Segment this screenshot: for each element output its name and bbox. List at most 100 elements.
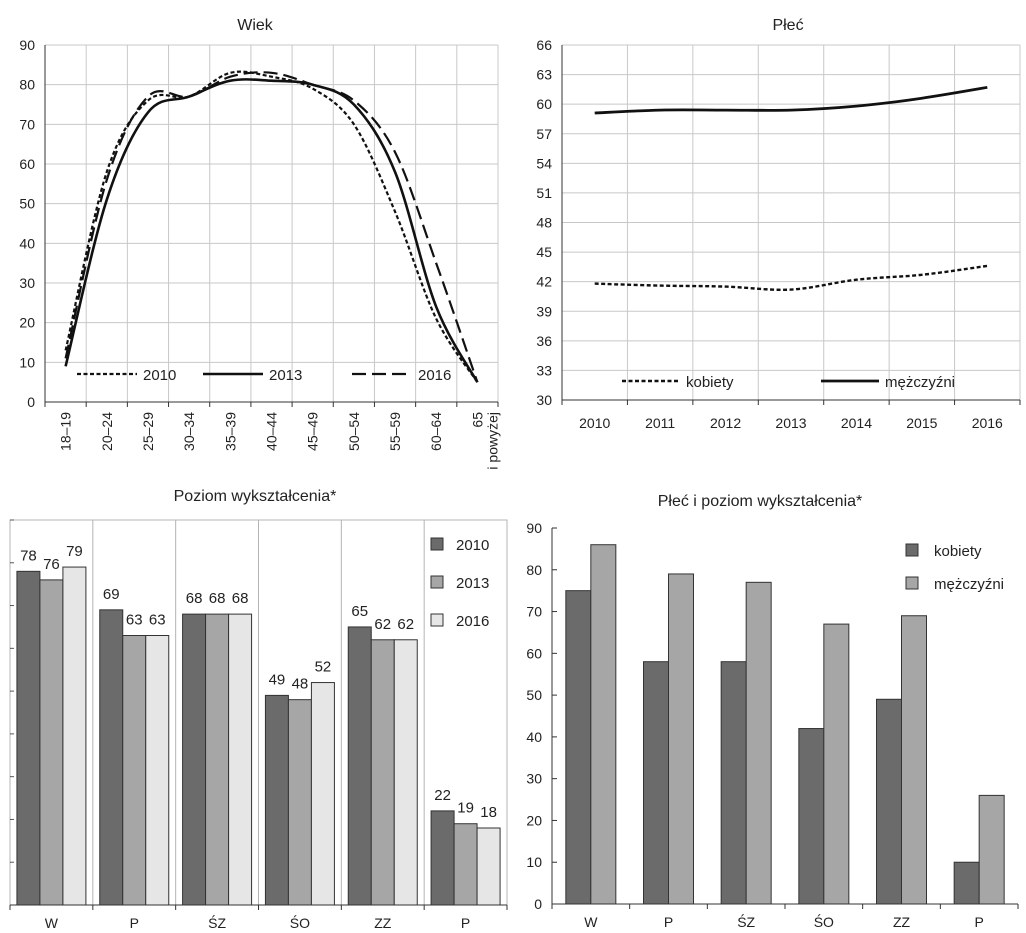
x-tick-label: 20–24 [99,412,115,451]
bar-2016 [310,682,335,906]
legend-label: 2013 [456,575,489,592]
data-label: 62 [397,616,414,633]
chart-title: Wiek [237,17,274,34]
bar-2010 [182,613,207,906]
series-line-mężczyźni [594,86,988,115]
y-tick-label: 10 [19,354,35,370]
bar-mężczyźni [901,615,927,905]
x-tick-label: 30–34 [181,412,197,451]
bar-2016 [62,566,87,906]
x-tick-label: W [45,915,59,931]
series-line-2016 [64,71,479,383]
legend-swatch [430,537,444,551]
y-tick-label: 57 [536,126,552,142]
legend-swatch [905,576,919,590]
y-tick-label: 66 [536,37,552,53]
data-label: 52 [315,659,332,676]
x-tick-label: 2015 [906,415,937,431]
data-label: 68 [209,590,226,607]
y-tick-label: 51 [536,185,552,201]
y-tick-label: 0 [27,394,35,410]
bar-2013 [370,639,395,906]
x-tick-label: ZZ [893,914,911,930]
bar-mężczyźni [978,794,1005,905]
series-line-kobiety [594,264,988,292]
bar-kobiety [798,728,825,905]
y-tick-label: 10 [526,854,542,870]
y-tick-label: 33 [536,362,552,378]
legend-label: kobiety [934,543,982,560]
y-tick-label: 20 [526,812,542,828]
x-tick-label: P [664,914,673,930]
y-tick-label: 60 [19,156,35,172]
y-tick-label: 90 [19,37,35,53]
data-label: 63 [149,612,166,629]
x-tick-label: 2014 [841,415,872,431]
y-tick-label: 30 [526,771,542,787]
x-tick-label: 45–49 [305,412,321,451]
legend-swatch [430,575,444,589]
x-tick-label: ZZ [374,915,392,931]
y-tick-label: 30 [19,275,35,291]
y-tick-label: 54 [536,155,552,171]
legend-label: 2010 [143,367,176,384]
x-tick-label: W [584,914,598,930]
bar-2010 [347,626,372,906]
x-tick-label: 35–39 [222,412,238,451]
bar-2010 [99,609,124,906]
y-tick-label: 40 [526,729,542,745]
x-tick-label: 2012 [710,415,741,431]
y-tick-label: 80 [19,77,35,93]
y-tick-label: 70 [19,116,35,132]
data-label: 62 [374,616,391,633]
bar-2016 [228,613,253,906]
x-tick-label: 65 [469,412,485,428]
y-tick-label: 42 [536,274,552,290]
series-line-2010 [64,70,479,383]
bar-2016 [476,827,501,906]
chart-plec: Płeć 30 33 36 39 42 45 48 51 54 57 60 63 66 2010 2011 2… [536,17,1021,431]
bar-2013 [453,823,478,906]
bar-mężczyźni [823,623,850,905]
data-label: 22 [434,787,451,804]
chart-title: Poziom wykształcenia* [174,488,337,505]
y-tick-label: 39 [536,303,552,319]
bar-2010 [430,810,455,906]
chart-wiek: Wiek 0 10 20 30 40 50 60 70 80 90 18–19 20–24 25–29 3… [19,17,500,470]
legend-label: 2013 [269,367,302,384]
x-tick-label: 2016 [972,415,1003,431]
bar-2016 [393,639,418,906]
data-label: 78 [20,547,37,564]
y-tick-label: 30 [536,392,552,408]
y-tick-label: 50 [526,687,542,703]
x-tick-label: 18–19 [58,412,74,451]
x-tick-label: ŚO [814,913,834,930]
y-tick-label: 45 [536,244,552,260]
bar-2013 [287,699,312,906]
bar-2013 [122,635,147,906]
y-tick-label: 60 [536,96,552,112]
x-tick-label: ŚZ [208,914,226,931]
data-label: 79 [66,543,83,560]
x-tick-label: 25–29 [140,412,156,451]
x-tick-label: i powyżej [484,412,500,470]
legend-label: mężczyźni [885,374,955,391]
x-tick-label: P [130,915,139,931]
legend-label: 2016 [418,367,451,384]
x-tick-label: P [461,915,470,931]
legend-label: kobiety [686,374,734,391]
x-tick-label: 2013 [775,415,806,431]
x-tick-label: ŚO [290,914,310,931]
x-tick-label: 40–44 [264,412,280,451]
bar-kobiety [953,861,980,905]
y-tick-label: 48 [536,215,552,231]
bar-kobiety [720,661,747,905]
bar-mężczyźni [668,573,694,905]
data-label: 69 [103,586,120,603]
y-tick-label: 0 [534,896,542,912]
data-label: 68 [186,590,203,607]
chart-poziom-wyksztalcenia: Poziom wykształcenia* W 78 76 79 P 69 63 63 ŚZ 68… [9,488,508,931]
x-tick-label: 55–59 [387,412,403,451]
x-tick-label: 60–64 [428,412,444,451]
data-label: 49 [269,671,286,688]
